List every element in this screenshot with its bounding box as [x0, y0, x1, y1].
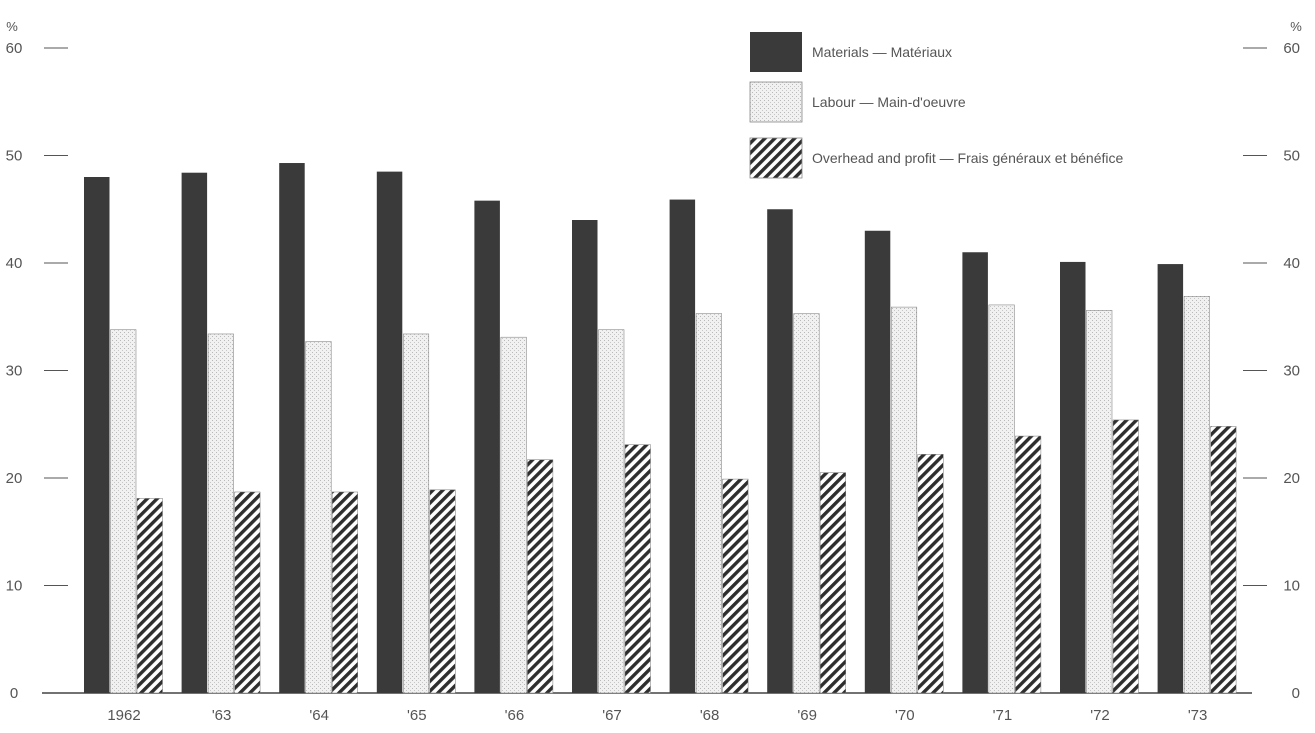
- left-tick-label: 10: [6, 578, 23, 595]
- bar-hatch-2: [331, 491, 358, 694]
- bar-stipple-4: [500, 336, 527, 694]
- bar-stipple-1: [207, 333, 234, 694]
- category-label: '64: [309, 707, 329, 724]
- bar-solid-4: [474, 200, 500, 693]
- bar-solid-0: [84, 177, 110, 693]
- bar-solid-11: [1157, 264, 1184, 693]
- right-tick-label: 10: [1283, 578, 1300, 595]
- bar-solid-1: [181, 172, 208, 693]
- bar-hatch-1: [234, 491, 261, 694]
- category-label: '68: [700, 707, 720, 724]
- bar-stipple-6: [695, 313, 722, 694]
- category-label: '72: [1090, 707, 1110, 724]
- category-label: '71: [993, 707, 1013, 724]
- right-tick-label: 50: [1283, 148, 1300, 165]
- left-tick-label: 60: [6, 40, 23, 57]
- right-unit-label: %: [1290, 19, 1302, 34]
- left-tick-label: 30: [6, 363, 23, 380]
- bars: [84, 163, 1237, 694]
- legend: Materials — Matériaux Labour — Main-d'oeu…: [749, 32, 1124, 179]
- category-label: '65: [407, 707, 427, 724]
- bar-stipple-9: [988, 304, 1015, 694]
- bar-hatch-7: [819, 472, 846, 694]
- legend-swatch-stipple: [749, 81, 803, 123]
- category-label: '63: [212, 707, 232, 724]
- bar-stipple-10: [1086, 310, 1113, 694]
- bar-hatch-3: [429, 489, 456, 694]
- bar-stipple-3: [403, 333, 430, 694]
- bar-solid-9: [962, 252, 988, 693]
- bar-stipple-2: [305, 341, 332, 694]
- bar-solid-7: [767, 209, 793, 693]
- bar-hatch-0: [136, 498, 163, 694]
- bar-hatch-8: [917, 454, 944, 694]
- bar-solid-10: [1060, 261, 1086, 693]
- category-label: '66: [505, 707, 525, 724]
- category-label: '73: [1188, 707, 1208, 724]
- legend-label: Labour — Main-d'oeuvre: [812, 94, 966, 110]
- bar-stipple-0: [110, 329, 137, 694]
- category-label: '70: [895, 707, 915, 724]
- y-ticks: 0 0 10 10 20 20 30 30 40 40 50 50 60 60: [6, 40, 1300, 702]
- legend-label: Overhead and profit — Frais généraux et …: [812, 150, 1124, 166]
- legend-label: Materials — Matériaux: [812, 44, 952, 60]
- right-tick-label: 30: [1283, 363, 1300, 380]
- bar-stipple-7: [793, 313, 820, 694]
- bar-solid-2: [279, 163, 305, 693]
- category-label: 1962: [107, 707, 140, 724]
- legend-swatch-solid: [750, 32, 802, 72]
- right-tick-label: 60: [1283, 40, 1300, 57]
- left-tick-label: 20: [6, 470, 23, 487]
- bar-stipple-5: [598, 329, 625, 694]
- x-tick-labels: 1962 '63 '64 '65 '66 '67 '68 '69 '70 '71 '72 '73: [107, 707, 1207, 724]
- right-tick-label: 40: [1283, 255, 1300, 272]
- bar-hatch-11: [1210, 426, 1237, 694]
- left-tick-label: 50: [6, 148, 23, 165]
- bar-hatch-9: [1015, 435, 1042, 694]
- bar-solid-8: [864, 230, 891, 693]
- bar-solid-6: [669, 199, 696, 693]
- left-unit-label: %: [6, 19, 18, 34]
- left-tick-label: 40: [6, 255, 23, 272]
- category-label: '67: [602, 707, 622, 724]
- bar-hatch-10: [1112, 419, 1139, 694]
- right-tick-label: 20: [1283, 470, 1300, 487]
- category-label: '69: [797, 707, 817, 724]
- bar-stipple-11: [1183, 296, 1210, 694]
- bar-solid-3: [376, 171, 403, 693]
- bar-hatch-5: [624, 444, 651, 694]
- right-tick-label: 0: [1292, 685, 1300, 702]
- bar-hatch-4: [527, 459, 554, 694]
- bar-hatch-6: [722, 478, 749, 694]
- bar-solid-5: [572, 220, 598, 693]
- left-tick-label: 0: [10, 685, 18, 702]
- bar-stipple-8: [891, 306, 918, 694]
- legend-swatch-hatch: [749, 137, 803, 179]
